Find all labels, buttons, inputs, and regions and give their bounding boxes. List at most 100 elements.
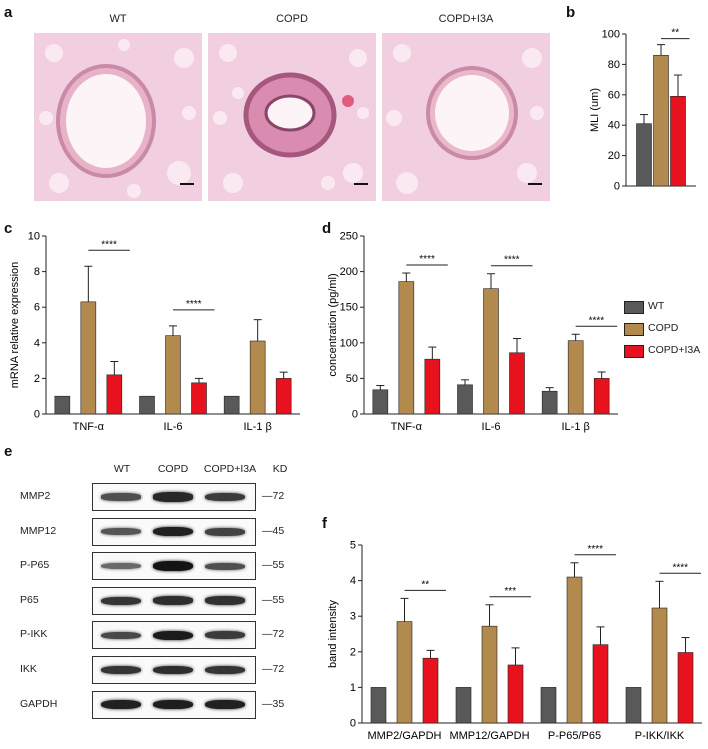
- panel-letter-e: e: [4, 443, 13, 460]
- kd-marker-p65: —55: [262, 593, 285, 606]
- y-tick-label: 2: [350, 646, 356, 658]
- kd-marker-mmp12: —45: [262, 524, 285, 537]
- blot-row-label-gapdh: GAPDH: [20, 697, 58, 710]
- blot-band: [101, 631, 141, 640]
- bar-copd-i3a: [106, 374, 123, 415]
- blot-band: [205, 562, 245, 570]
- y-tick-label: 0: [614, 181, 620, 193]
- bar-wt: [636, 123, 652, 187]
- y-axis-label: MLI (um): [589, 88, 601, 132]
- blot-band: [205, 492, 245, 502]
- panel-letter-d: d: [322, 220, 332, 237]
- blot-row-label-mmp12: MMP12: [20, 524, 57, 537]
- y-tick-label: 4: [350, 575, 356, 587]
- significance-label: ****: [672, 562, 688, 573]
- blot-row-label-p-ikk: P-IKK: [20, 628, 48, 641]
- legend-label-wt: WT: [648, 300, 665, 312]
- bar-wt: [372, 389, 389, 415]
- significance-label: ****: [504, 255, 520, 266]
- kd-marker-gapdh: —35: [262, 697, 285, 710]
- y-tick-label: 0: [350, 718, 356, 730]
- legend-swatch-wt: [624, 301, 644, 314]
- y-axis-label: mRNA relative expression: [9, 262, 21, 389]
- panel-letter-b: b: [566, 4, 576, 21]
- bar-copd-i3a: [191, 382, 207, 415]
- y-tick-label: 5: [350, 540, 356, 552]
- legend-label-copd: COPD: [648, 322, 679, 334]
- blot-band: [153, 665, 193, 675]
- blot-strip-p-ikk: [92, 621, 256, 650]
- histology-image-copd-i3a: [382, 33, 550, 201]
- scale-bar: [528, 183, 542, 185]
- bar-copd: [396, 621, 413, 724]
- y-tick-label: 1: [350, 682, 356, 694]
- bar-copd: [483, 288, 499, 415]
- x-tick-label: P-P65/P65: [548, 730, 601, 742]
- legend-swatch-copd: [624, 323, 644, 336]
- legend-label-copd-i3a: COPD+I3A: [648, 344, 701, 356]
- blot-band: [101, 665, 141, 675]
- bar-copd: [653, 54, 669, 187]
- blot-band: [153, 596, 193, 606]
- kd-header: KD: [272, 463, 288, 475]
- blot-band: [153, 492, 193, 502]
- blot-band: [101, 528, 141, 536]
- y-tick-label: 40: [608, 120, 620, 132]
- x-tick-label: IL-1 β: [561, 421, 589, 433]
- chart-b: 0 20 40 60 80 100 MLI (um) **: [589, 28, 696, 193]
- y-tick-label: 3: [350, 611, 356, 623]
- x-tick-label: IL-1 β: [243, 421, 271, 433]
- blot-band: [101, 563, 141, 570]
- y-tick-label: 150: [340, 302, 358, 314]
- blot-strip-p-p65: [92, 552, 256, 581]
- blot-band: [101, 493, 141, 501]
- bar-copd: [567, 340, 584, 415]
- panel-letter-f: f: [322, 515, 327, 532]
- y-axis-label: concentration (pg/ml): [327, 273, 339, 376]
- lane-label-wt: WT: [113, 463, 131, 475]
- blot-band: [205, 527, 245, 536]
- scale-bar: [180, 183, 194, 185]
- bar-wt: [625, 687, 642, 724]
- blot-strip-ikk: [92, 656, 256, 684]
- bar-copd: [566, 576, 583, 724]
- y-tick-label: 20: [608, 150, 620, 162]
- kd-marker-mmp2: —72: [262, 490, 285, 502]
- blot-row-label-p-p65: P-P65: [20, 559, 50, 572]
- blot-band: [101, 699, 141, 710]
- kd-marker-p-p65: —55: [262, 559, 285, 572]
- x-tick-label: IL-6: [482, 421, 501, 433]
- y-tick-label: 100: [340, 337, 358, 349]
- bar-copd: [80, 301, 97, 415]
- blot-strip-p65: [92, 586, 256, 615]
- legend: WT COPD COPD+I3A: [622, 294, 704, 366]
- bar-wt: [457, 384, 473, 415]
- chart-c: 0 2 4 6 8 10 mRNA relative expression TNF-α ****…: [9, 231, 300, 433]
- histology-title-copd-i3a: COPD+I3A: [438, 13, 494, 25]
- blot-band: [101, 596, 141, 606]
- y-tick-label: 4: [34, 337, 40, 349]
- y-tick-label: 2: [34, 373, 40, 385]
- bar-wt: [54, 395, 71, 415]
- bar-wt: [370, 687, 387, 724]
- bar-copd-i3a: [275, 378, 292, 415]
- bar-wt: [541, 390, 558, 415]
- histology-title-wt: WT: [109, 13, 127, 25]
- significance-label: ****: [186, 299, 202, 310]
- chart-f: 0 1 2 3 4 5 band intensity MMP2/GAPDH ** MMP12/GA…: [327, 540, 702, 742]
- bar-wt: [455, 687, 472, 724]
- significance-label: ****: [587, 544, 603, 555]
- blot-row-label-ikk: IKK: [20, 663, 37, 675]
- lane-label-copd-i3a: COPD+I3A: [203, 463, 257, 475]
- blot-strip-mmp12: [92, 517, 256, 546]
- y-tick-label: 10: [28, 231, 40, 243]
- kd-marker-p-ikk: —72: [262, 628, 285, 641]
- panel-letter-a: a: [4, 4, 13, 21]
- histology-title-copd: COPD: [276, 13, 308, 25]
- significance-label: **: [421, 579, 429, 590]
- blot-band: [205, 596, 245, 606]
- bar-copd: [165, 335, 181, 415]
- bar-copd-i3a: [677, 652, 694, 724]
- panel-letter-c: c: [4, 220, 13, 237]
- bar-copd: [249, 340, 266, 415]
